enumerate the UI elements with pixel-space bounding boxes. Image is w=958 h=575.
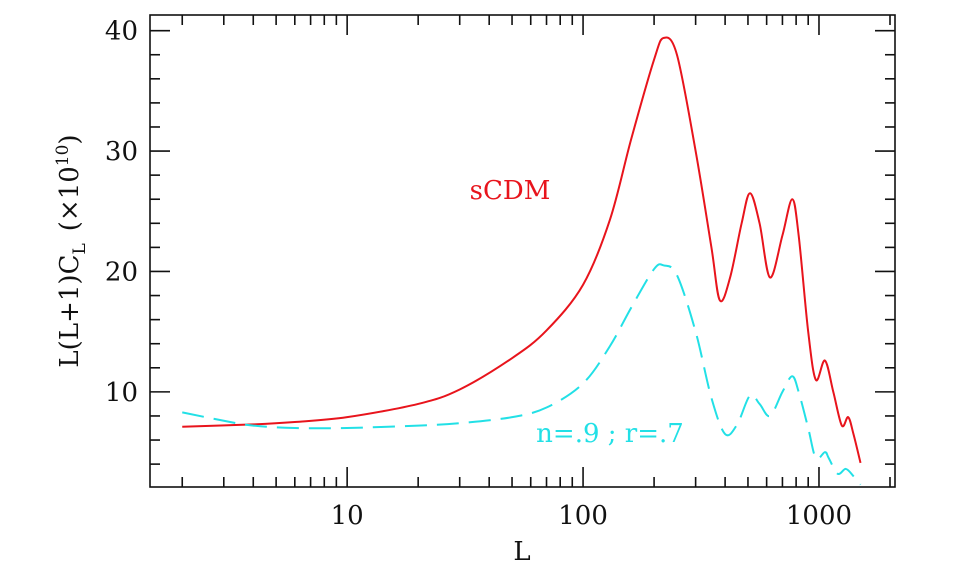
x-tick-label: 100	[558, 501, 608, 531]
y-label-main: L(L+1)C	[55, 255, 85, 368]
y-tick-label: 20	[105, 257, 138, 287]
x-tick-label: 10	[331, 501, 364, 531]
y-tick-label: 10	[105, 378, 138, 408]
series-line	[182, 263, 862, 486]
x-tick-label: 1000	[786, 501, 852, 531]
series-line	[182, 36, 862, 464]
y-label-sub: L	[70, 243, 90, 254]
y-label-pre: (×10	[55, 166, 85, 231]
x-axis-label: L	[513, 537, 530, 567]
y-label-post: )	[55, 134, 85, 144]
plot-frame	[149, 14, 896, 488]
y-tick-label: 30	[105, 137, 138, 167]
y-axis-label: L(L+1)CL (×1010)	[53, 134, 90, 367]
series-label: sCDM	[470, 176, 551, 206]
y-label-sup: 10	[53, 145, 73, 167]
series-label: n=.9 ; r=.7	[536, 419, 684, 449]
y-tick-label: 40	[105, 17, 138, 47]
